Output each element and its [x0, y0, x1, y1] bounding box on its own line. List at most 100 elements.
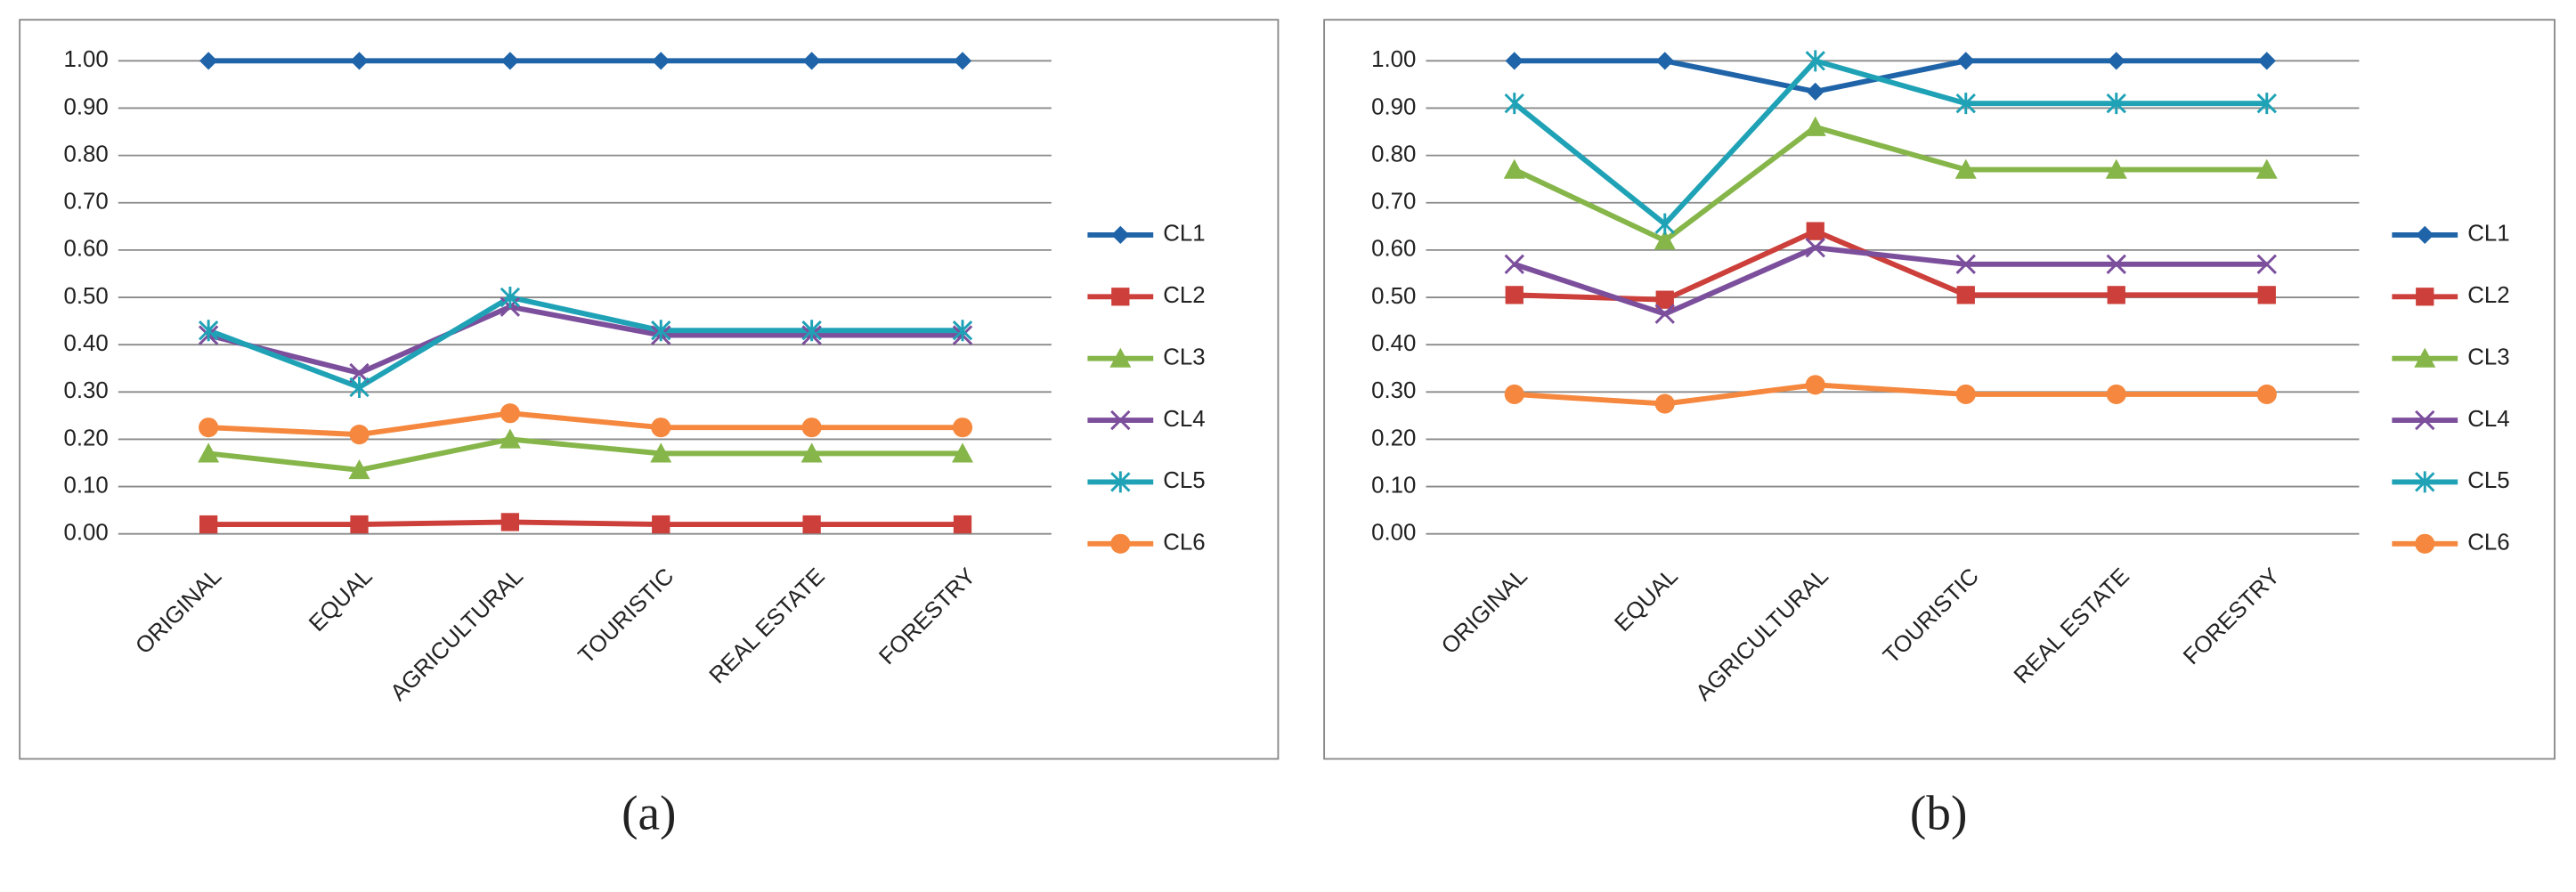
y-tick-label: 0.90	[1371, 94, 1416, 119]
marker	[1504, 93, 1524, 115]
legend-label: CL2	[2467, 283, 2509, 308]
marker	[1956, 286, 1975, 304]
y-tick-label: 0.50	[63, 284, 108, 309]
legend-marker	[2416, 225, 2434, 245]
marker	[801, 418, 822, 438]
marker	[953, 515, 972, 534]
marker	[651, 418, 671, 438]
marker	[1504, 384, 1524, 405]
y-tick-label: 0.40	[63, 331, 108, 356]
marker	[1955, 384, 1976, 405]
marker	[1654, 230, 1676, 250]
marker	[1805, 50, 1825, 72]
marker	[1806, 222, 1824, 240]
legend-marker	[2414, 347, 2436, 368]
legend-marker	[2416, 288, 2434, 306]
marker	[952, 320, 973, 342]
y-tick-label: 0.70	[1371, 190, 1416, 215]
marker	[198, 442, 220, 463]
y-tick-label: 0.30	[1371, 378, 1416, 403]
caption: (b)	[1910, 786, 1968, 840]
marker	[350, 52, 369, 70]
marker	[2106, 384, 2126, 405]
legend-label: CL6	[1163, 531, 1205, 555]
series-line	[1514, 58, 2267, 94]
series-line	[207, 436, 963, 473]
marker	[952, 418, 973, 438]
marker	[199, 52, 218, 70]
marker	[1505, 52, 1524, 70]
series-line	[1514, 382, 2267, 407]
legend-label: CL5	[1163, 468, 1205, 493]
legend-marker	[1110, 471, 1131, 493]
marker	[1804, 116, 1826, 136]
legend-marker	[2415, 533, 2435, 554]
legend-marker	[1111, 225, 1130, 245]
marker	[500, 513, 520, 531]
y-tick-label: 0.00	[63, 521, 108, 546]
legend-marker	[1110, 410, 1131, 431]
legend-marker	[1109, 347, 1132, 368]
chart-frame	[1323, 19, 2556, 760]
legend-marker	[2415, 471, 2435, 493]
series-line	[1514, 228, 2267, 303]
y-tick-label: 0.40	[1371, 331, 1416, 356]
y-tick-label: 0.10	[63, 473, 108, 498]
marker	[802, 52, 821, 70]
marker	[2256, 93, 2277, 115]
y-tick-label: 0.00	[1371, 521, 1416, 546]
marker	[500, 52, 520, 70]
y-tick-label: 0.20	[63, 426, 108, 450]
marker	[1654, 393, 1675, 414]
marker	[349, 425, 370, 445]
series-line	[207, 295, 963, 390]
marker	[2107, 286, 2125, 304]
series-line	[1513, 245, 2267, 317]
marker	[198, 320, 219, 342]
chart-frame	[19, 19, 1280, 760]
legend-label: CL1	[1163, 222, 1205, 247]
marker	[499, 428, 521, 449]
marker	[1654, 213, 1675, 235]
y-tick-label: 1.00	[1371, 47, 1416, 72]
legend-marker	[1111, 288, 1130, 306]
legend-label: CL5	[2467, 468, 2509, 493]
marker	[952, 442, 973, 463]
legend-label: CL4	[1163, 407, 1205, 432]
y-tick-label: 0.60	[63, 237, 108, 262]
y-tick-label: 0.60	[1371, 237, 1416, 262]
marker	[652, 515, 670, 534]
legend-label: CL1	[2467, 222, 2509, 247]
y-tick-label: 0.30	[63, 378, 108, 403]
y-tick-label: 0.50	[1371, 284, 1416, 309]
marker	[1956, 52, 1975, 70]
marker	[2257, 286, 2276, 304]
marker	[1954, 158, 1977, 179]
marker	[500, 287, 521, 309]
marker	[953, 52, 972, 70]
y-tick-label: 0.70	[63, 190, 108, 215]
marker	[1504, 254, 1524, 275]
marker	[1955, 93, 1976, 115]
legend-label: CL6	[2467, 531, 2509, 555]
marker	[2257, 52, 2276, 70]
y-tick-label: 0.10	[1371, 473, 1416, 498]
series-line	[207, 304, 963, 376]
marker	[199, 515, 218, 534]
marker	[800, 442, 823, 463]
series-line	[1512, 58, 2267, 227]
series-line	[207, 410, 963, 438]
marker	[1503, 158, 1525, 179]
marker	[2107, 52, 2125, 70]
marker	[349, 376, 370, 398]
marker	[349, 362, 370, 384]
legend-marker	[1110, 533, 1131, 554]
marker	[1805, 375, 1825, 395]
marker	[650, 442, 672, 463]
legend-label: CL4	[2467, 407, 2509, 432]
marker	[2105, 158, 2127, 179]
marker	[2106, 93, 2126, 115]
caption: (a)	[622, 786, 676, 840]
